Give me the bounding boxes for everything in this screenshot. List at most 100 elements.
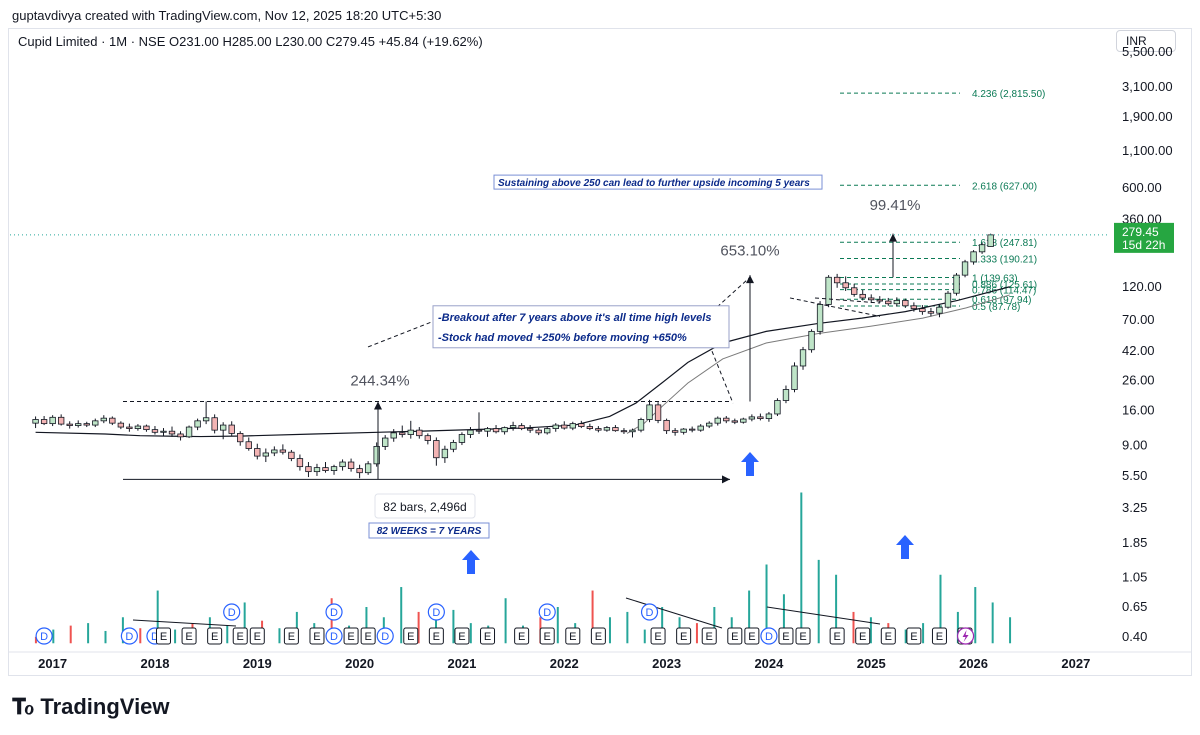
candle-up	[185, 426, 193, 438]
earnings-marker	[343, 627, 359, 645]
rise-99-arrowhead	[889, 233, 897, 242]
dividend-marker-label: D	[40, 631, 48, 643]
candle-up	[407, 429, 414, 435]
candle-up	[100, 417, 107, 422]
tradingview-logo-icon: 𝐓ℴ	[12, 694, 34, 719]
candle-up	[544, 428, 551, 434]
price-axis-label: 1,100.00	[1122, 143, 1173, 158]
earnings-marker	[249, 627, 265, 645]
earnings-marker	[590, 627, 606, 645]
earnings-marker	[360, 627, 376, 645]
pct-653-label: 653.10%	[720, 242, 779, 259]
earnings-marker-label: E	[160, 631, 167, 643]
fib-level-label: 4.236 (2,815.50)	[972, 89, 1045, 100]
time-axis-label: 2027	[1061, 656, 1090, 671]
candle-down	[433, 440, 440, 459]
price-axis-label: 5.50	[1122, 468, 1147, 483]
earnings-marker-label: E	[569, 631, 576, 643]
candle-down	[305, 466, 312, 473]
candle-down	[851, 287, 858, 295]
earnings-marker	[480, 627, 496, 645]
candle-up	[202, 417, 210, 422]
candle-up	[748, 416, 756, 420]
dividend-marker	[376, 627, 394, 645]
candle-down	[322, 467, 329, 472]
event-markers-group: DDDEEEEEEEDEEDEEEEEEEEEEEEEDEEEEEEEEDDDD…	[35, 603, 975, 645]
fib-level-label: 1.333 (190.21)	[972, 254, 1037, 265]
last-price-value: 279.45	[1122, 225, 1159, 239]
candle-down	[475, 429, 483, 432]
volume-group	[34, 492, 1012, 644]
dividend-marker	[760, 627, 778, 645]
candle-down	[518, 425, 525, 429]
candle-down	[211, 417, 218, 431]
candle-down	[228, 424, 235, 434]
pullback-line-1	[789, 297, 881, 317]
price-axis-label: 0.65	[1122, 599, 1147, 614]
time-axis-label: 2025	[857, 656, 886, 671]
fib-level-label: 0.886 (125.61)	[972, 280, 1037, 291]
dividend-marker	[120, 627, 138, 645]
candle-up	[92, 420, 99, 426]
candle-up	[603, 427, 611, 431]
candle-up	[637, 419, 645, 431]
price-axis-label: 1.05	[1122, 570, 1147, 585]
breakout-pointer-line	[711, 350, 734, 404]
time-axis-label: 2026	[959, 656, 988, 671]
candle-down	[842, 282, 849, 289]
earnings-marker	[855, 627, 871, 645]
candle-down	[595, 428, 602, 431]
candle-down	[254, 448, 261, 457]
earnings-marker-label: E	[910, 631, 917, 643]
last-price-countdown: 15d 22h	[1122, 238, 1165, 252]
earnings-marker	[676, 627, 692, 645]
candle-down	[151, 429, 159, 433]
candle-down	[526, 428, 534, 431]
candle-down	[83, 423, 90, 426]
candle-up	[467, 429, 474, 435]
price-axis-label: 42.00	[1122, 343, 1155, 358]
earnings-marker-label: E	[799, 631, 806, 643]
candle-up	[75, 423, 82, 426]
earnings-marker-label: E	[211, 631, 218, 643]
dividend-marker	[538, 603, 556, 621]
candle-up	[680, 428, 687, 433]
candle-down	[876, 299, 883, 302]
currency-button[interactable]: INR	[1116, 30, 1176, 52]
candle-down	[356, 468, 363, 474]
candle-up	[825, 276, 832, 305]
candle-down	[885, 300, 892, 305]
dividend-marker-label: D	[432, 607, 440, 619]
time-axis-label: 2019	[243, 656, 272, 671]
candle-down	[143, 425, 150, 431]
earnings-marker	[778, 627, 794, 645]
candle-up	[987, 234, 994, 247]
candle-up	[32, 419, 39, 424]
bars-count-label: 82 bars, 2,496d	[383, 500, 466, 514]
candle-up	[271, 449, 278, 454]
blue-up-arrow-icon	[896, 535, 914, 559]
rise-653-arrowhead	[746, 275, 754, 284]
dividend-marker-label: D	[228, 607, 236, 619]
earnings-marker	[565, 627, 581, 645]
candle-up	[791, 365, 798, 390]
earnings-marker-label: E	[731, 631, 738, 643]
dividend-marker-label: D	[330, 607, 338, 619]
note-pointer-line	[367, 319, 438, 348]
earnings-marker-label: E	[237, 631, 244, 643]
earnings-marker	[829, 627, 845, 645]
earnings-marker	[701, 627, 717, 645]
earnings-marker	[906, 627, 922, 645]
volume-trend-line-2	[625, 597, 723, 629]
candle-up	[390, 432, 397, 439]
candle-up	[629, 429, 636, 433]
candle-up	[774, 400, 781, 415]
breakout-note-line1: -Breakout after 7 years above it's all t…	[438, 312, 711, 324]
earnings-marker	[931, 627, 947, 645]
earnings-marker-label: E	[885, 631, 892, 643]
candle-down	[910, 305, 918, 310]
candle-up	[552, 424, 559, 429]
sustain-note-text: Sustaining above 250 can lead to further…	[498, 178, 810, 189]
weeks-note-text: 82 WEEKS = 7 YEARS	[377, 526, 482, 537]
